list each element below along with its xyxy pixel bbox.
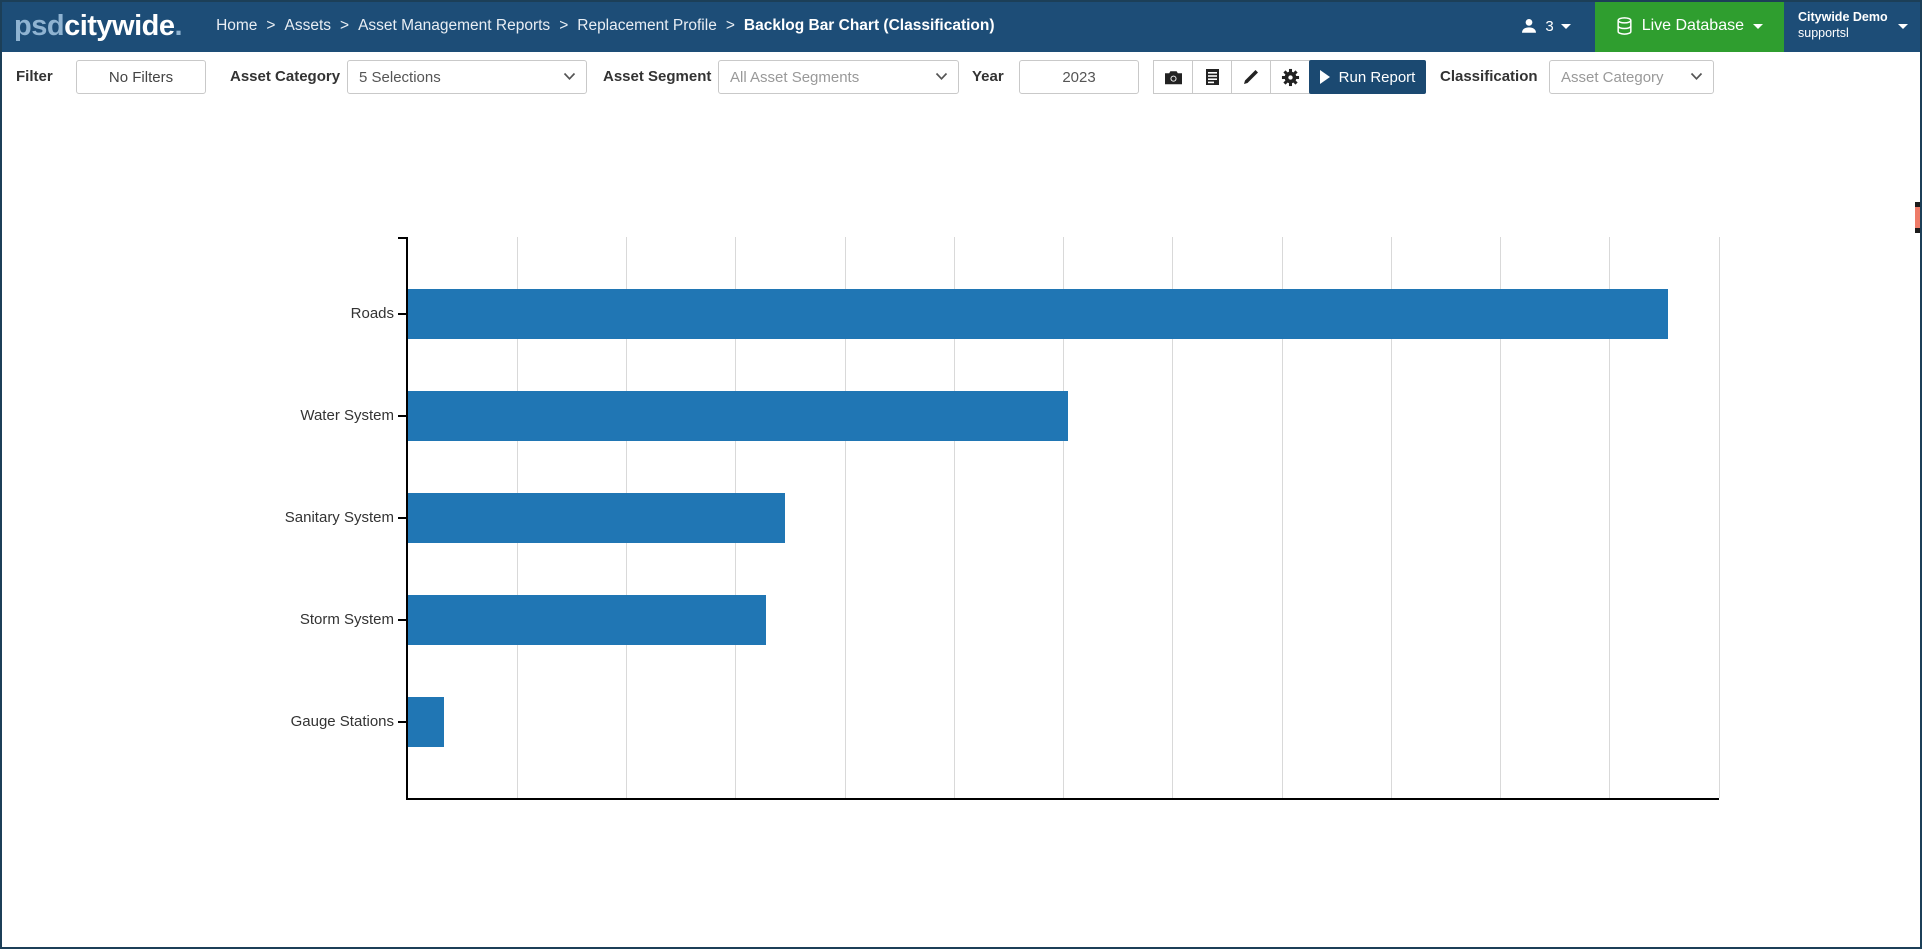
breadcrumb-replacement-profile[interactable]: Replacement Profile bbox=[577, 17, 717, 34]
y-axis-tick bbox=[398, 237, 406, 239]
database-icon bbox=[1616, 16, 1633, 36]
bar-storm-system bbox=[408, 594, 766, 645]
settings-button[interactable] bbox=[1270, 60, 1310, 94]
gridline bbox=[1281, 237, 1283, 798]
y-axis-line bbox=[406, 237, 408, 800]
caret-down-icon bbox=[1753, 23, 1763, 29]
logo-prefix: psd bbox=[14, 9, 65, 42]
caret-down-icon bbox=[1560, 23, 1571, 29]
screenshot-button[interactable] bbox=[1153, 60, 1193, 94]
account-labels: Citywide Demo supportsl bbox=[1798, 10, 1888, 41]
user-sessions-menu[interactable]: 3 bbox=[1496, 0, 1594, 52]
y-axis-tick bbox=[398, 720, 406, 723]
asset-segment-label: Asset Segment bbox=[603, 68, 712, 85]
year-input[interactable]: 2023 bbox=[1019, 60, 1139, 94]
chevron-down-icon bbox=[935, 72, 948, 81]
chevron-down-icon bbox=[563, 72, 576, 81]
y-axis-tick bbox=[398, 312, 406, 315]
filter-toolbar: Filter No Filters Asset Category 5 Selec… bbox=[0, 52, 1922, 110]
gridline bbox=[953, 237, 955, 798]
no-filters-button[interactable]: No Filters bbox=[76, 60, 206, 94]
y-axis-tick bbox=[398, 618, 406, 621]
account-name: Citywide Demo bbox=[1798, 10, 1888, 25]
category-label: Gauge Stations bbox=[290, 712, 394, 730]
asset-category-value: 5 Selections bbox=[359, 68, 441, 86]
asset-segment-placeholder: All Asset Segments bbox=[730, 68, 860, 86]
breadcrumb-separator: > bbox=[725, 17, 735, 34]
x-axis-line bbox=[406, 798, 1719, 800]
gridline bbox=[1063, 237, 1064, 798]
play-icon bbox=[1319, 70, 1330, 84]
filter-label: Filter bbox=[16, 68, 53, 85]
gridline bbox=[1172, 237, 1174, 798]
gridline bbox=[1500, 237, 1501, 798]
asset-category-label: Asset Category bbox=[230, 68, 341, 85]
breadcrumb-asset-management-reports[interactable]: Asset Management Reports bbox=[358, 17, 551, 34]
category-label: Water System bbox=[300, 406, 394, 424]
gridline bbox=[1390, 237, 1392, 798]
navbar: psdcitywide. Home > Assets > Asset Manag… bbox=[0, 0, 1922, 52]
psd-citywide-logo[interactable]: psdcitywide. bbox=[14, 9, 183, 43]
report-icon bbox=[1205, 68, 1220, 86]
classification-value: Asset Category bbox=[1561, 68, 1664, 86]
logo-suffix: . bbox=[174, 9, 183, 42]
user-icon bbox=[1520, 17, 1538, 35]
camera-icon bbox=[1164, 69, 1183, 86]
category-label: Sanitary System bbox=[284, 508, 394, 526]
run-report-button[interactable]: Run Report bbox=[1309, 60, 1426, 94]
bar-sanitary-system bbox=[408, 492, 785, 543]
y-axis-tick bbox=[398, 516, 406, 519]
brush-icon bbox=[1242, 68, 1260, 86]
chevron-down-icon bbox=[1690, 72, 1703, 81]
logo-main: citywide bbox=[64, 9, 175, 42]
account-menu[interactable]: Citywide Demo supportsl bbox=[1784, 0, 1922, 52]
breadcrumb: Home > Assets > Asset Management Reports… bbox=[216, 17, 994, 35]
breadcrumb-home[interactable]: Home bbox=[216, 17, 258, 34]
year-label: Year bbox=[972, 68, 1004, 85]
gridline bbox=[844, 237, 846, 798]
asset-category-select[interactable]: 5 Selections bbox=[347, 60, 587, 94]
breadcrumb-separator: > bbox=[340, 17, 350, 34]
run-report-label: Run Report bbox=[1338, 68, 1416, 86]
category-label: Storm System bbox=[299, 610, 394, 628]
live-database-label: Live Database bbox=[1641, 17, 1744, 34]
classification-label: Classification bbox=[1440, 68, 1538, 85]
style-button[interactable] bbox=[1231, 60, 1271, 94]
account-username: supportsl bbox=[1798, 26, 1849, 40]
caret-down-icon bbox=[1897, 23, 1908, 29]
bar-water-system bbox=[408, 390, 1068, 441]
gridline bbox=[1718, 237, 1720, 798]
no-filters-label: No Filters bbox=[108, 68, 174, 86]
report-table-button[interactable] bbox=[1192, 60, 1232, 94]
category-label: Roads bbox=[350, 304, 394, 322]
bar-roads bbox=[408, 288, 1668, 339]
y-axis-tick bbox=[398, 414, 406, 417]
backlog-bar-chart: Roads Water System Sanitary System Storm Sy… bbox=[0, 110, 1922, 890]
breadcrumb-separator: > bbox=[559, 17, 569, 34]
asset-segment-select[interactable]: All Asset Segments bbox=[718, 60, 959, 94]
bar-gauge-stations bbox=[408, 696, 444, 747]
breadcrumb-separator: > bbox=[266, 17, 276, 34]
year-value: 2023 bbox=[1062, 68, 1096, 86]
gear-icon bbox=[1281, 68, 1300, 87]
scrollbar-thumb[interactable] bbox=[1915, 202, 1920, 233]
live-database-button[interactable]: Live Database bbox=[1594, 0, 1784, 52]
classification-select[interactable]: Asset Category bbox=[1549, 60, 1714, 94]
user-count: 3 bbox=[1545, 17, 1554, 35]
navbar-right: 3 Live Database Citywide Demo supportsl bbox=[1496, 0, 1922, 52]
breadcrumb-assets[interactable]: Assets bbox=[284, 17, 331, 34]
breadcrumb-current-page: Backlog Bar Chart (Classification) bbox=[743, 17, 995, 34]
gridline bbox=[1609, 237, 1611, 798]
